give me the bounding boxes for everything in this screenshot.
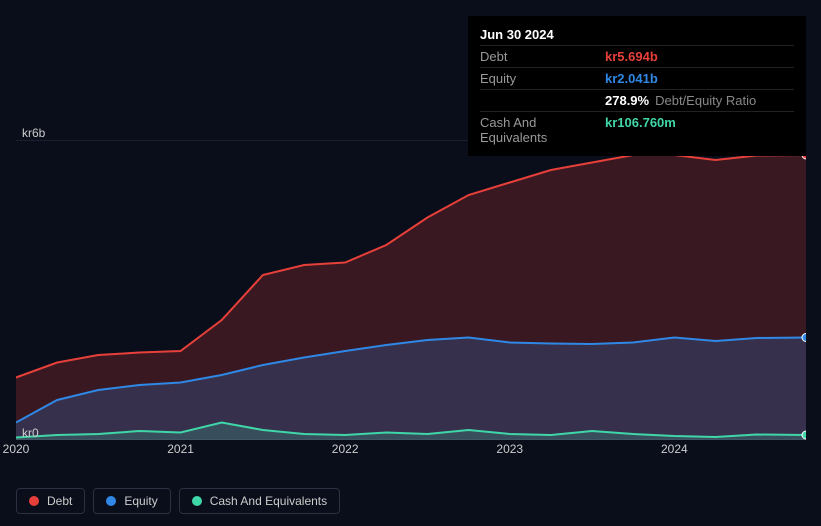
tooltip-value: kr2.041b [605, 71, 658, 86]
legend: Debt Equity Cash And Equivalents [16, 488, 340, 514]
tooltip-label: Debt [480, 49, 605, 64]
tooltip-extra: Debt/Equity Ratio [655, 93, 756, 108]
series-marker [802, 431, 806, 439]
legend-label: Equity [124, 494, 157, 508]
tooltip-value: 278.9% [605, 93, 649, 108]
chart-tooltip: Jun 30 2024 Debtkr5.694bEquitykr2.041b27… [468, 16, 806, 156]
y-tick-label: kr6b [22, 126, 45, 140]
tooltip-label: Equity [480, 71, 605, 86]
tooltip-date: Jun 30 2024 [480, 27, 554, 42]
x-tick-label: 2020 [3, 442, 30, 456]
y-tick-label: kr0 [22, 426, 39, 440]
tooltip-row: 278.9% Debt/Equity Ratio [480, 90, 794, 112]
tooltip-row: Cash And Equivalentskr106.760m [480, 112, 794, 148]
legend-item[interactable]: Equity [93, 488, 170, 514]
series-marker [802, 334, 806, 342]
tooltip-row: Debtkr5.694b [480, 46, 794, 68]
x-tick-label: 2022 [332, 442, 359, 456]
legend-dot-icon [106, 496, 116, 506]
legend-label: Debt [47, 494, 72, 508]
x-tick-label: 2023 [496, 442, 523, 456]
tooltip-value: kr106.760m [605, 115, 676, 145]
legend-dot-icon [29, 496, 39, 506]
chart-area: kr0kr6b 20202021202220232024 [16, 120, 806, 470]
x-tick-label: 2021 [167, 442, 194, 456]
legend-label: Cash And Equivalents [210, 494, 327, 508]
tooltip-label: Cash And Equivalents [480, 115, 605, 145]
tooltip-row: Equitykr2.041b [480, 68, 794, 90]
chart-svg [16, 140, 806, 440]
x-tick-label: 2024 [661, 442, 688, 456]
legend-item[interactable]: Debt [16, 488, 85, 514]
tooltip-value: kr5.694b [605, 49, 658, 64]
tooltip-label [480, 93, 605, 108]
legend-dot-icon [192, 496, 202, 506]
legend-item[interactable]: Cash And Equivalents [179, 488, 340, 514]
